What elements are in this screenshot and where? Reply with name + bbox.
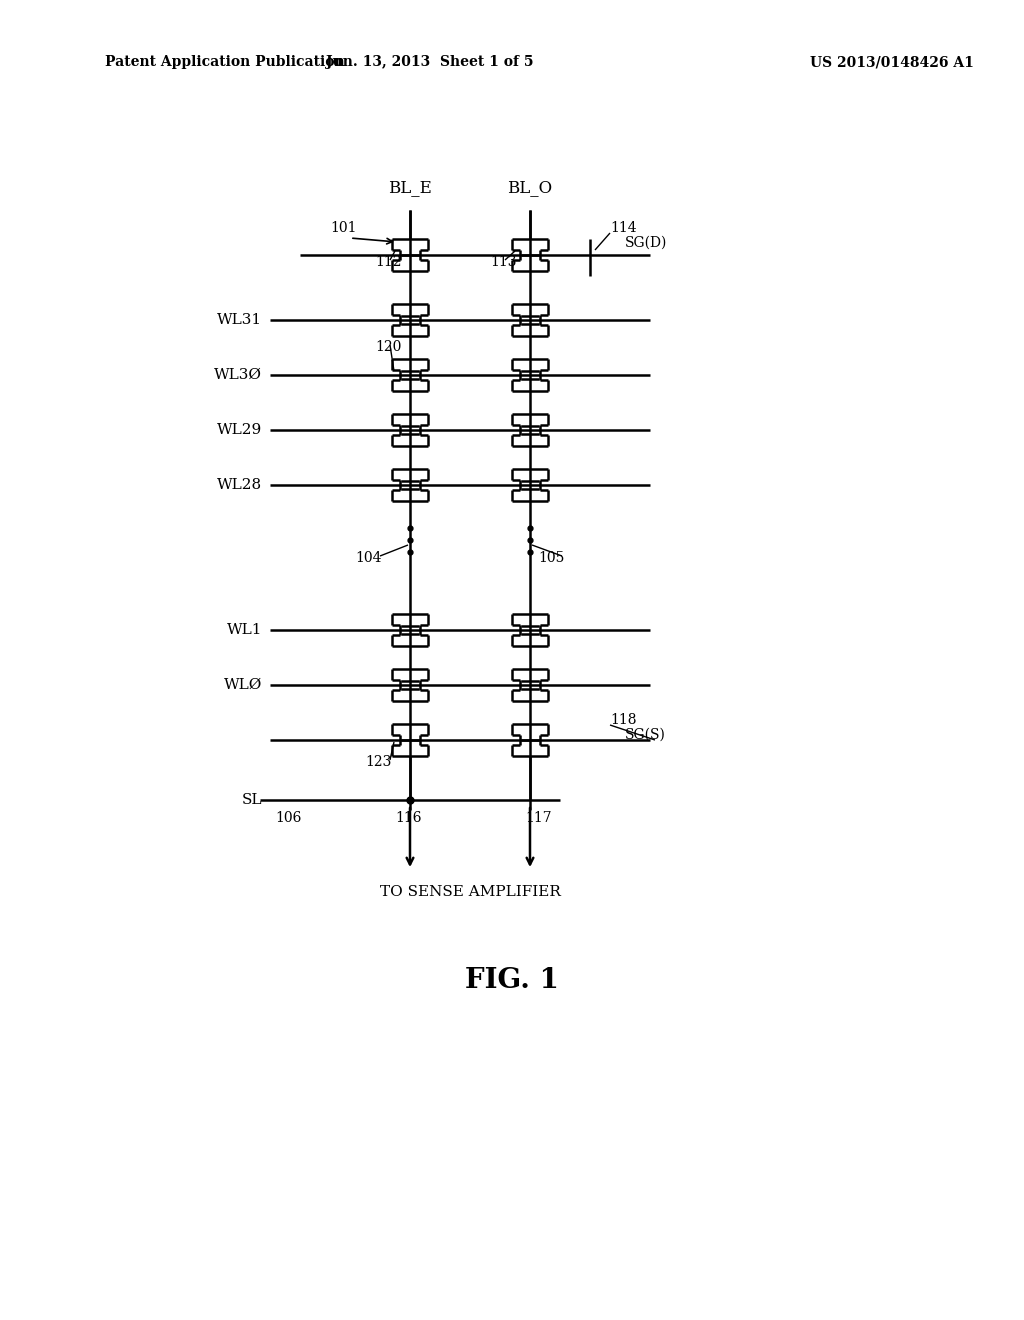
Text: WL1: WL1 (226, 623, 262, 638)
Text: 114: 114 (610, 220, 637, 235)
Text: US 2013/0148426 A1: US 2013/0148426 A1 (810, 55, 974, 69)
Text: WL29: WL29 (217, 422, 262, 437)
Text: 101: 101 (330, 220, 356, 235)
Text: SG(D): SG(D) (625, 236, 668, 249)
Text: Patent Application Publication: Patent Application Publication (105, 55, 345, 69)
Text: 112: 112 (375, 255, 401, 269)
Text: BL_E: BL_E (388, 180, 432, 197)
Text: TO SENSE AMPLIFIER: TO SENSE AMPLIFIER (380, 884, 560, 899)
Text: BL_O: BL_O (508, 180, 553, 197)
Text: WL28: WL28 (217, 478, 262, 492)
Text: WL3Ø: WL3Ø (214, 368, 262, 381)
Text: 106: 106 (275, 810, 301, 825)
Text: WLØ: WLØ (223, 678, 262, 692)
Text: SL: SL (242, 793, 262, 807)
Text: 113: 113 (490, 255, 516, 269)
Text: 123: 123 (365, 755, 391, 770)
Text: 118: 118 (610, 713, 637, 727)
Text: 117: 117 (525, 810, 552, 825)
Text: 105: 105 (538, 550, 564, 565)
Text: FIG. 1: FIG. 1 (465, 966, 559, 994)
Text: WL31: WL31 (217, 313, 262, 327)
Text: 104: 104 (355, 550, 382, 565)
Text: SG(S): SG(S) (625, 729, 666, 742)
Text: 116: 116 (395, 810, 422, 825)
Text: 120: 120 (375, 341, 401, 354)
Text: Jun. 13, 2013  Sheet 1 of 5: Jun. 13, 2013 Sheet 1 of 5 (327, 55, 534, 69)
